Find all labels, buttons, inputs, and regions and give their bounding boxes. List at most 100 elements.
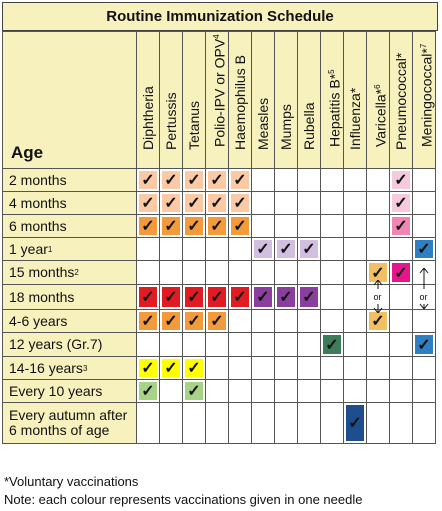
schedule-cell xyxy=(274,356,298,380)
vaccine-label: Varicella*6 xyxy=(372,84,389,148)
vaccination-check: ✓ xyxy=(185,171,203,189)
vaccination-check: ✓ xyxy=(369,263,387,282)
vaccine-label: Measles xyxy=(255,97,271,150)
schedule-cell xyxy=(251,214,275,238)
vaccination-check: ✓ xyxy=(300,240,318,258)
schedule-cell xyxy=(297,379,321,403)
schedule-cell xyxy=(366,168,390,192)
schedule-cell xyxy=(159,237,183,261)
schedule-cell xyxy=(320,168,344,192)
age-row-label: 6 months xyxy=(2,214,137,238)
schedule-cell xyxy=(366,379,390,403)
vaccination-check: ✓ xyxy=(208,194,226,212)
vaccine-header-rubella: Rubella xyxy=(297,31,321,169)
schedule-cell xyxy=(297,214,321,238)
schedule-cell xyxy=(205,379,229,403)
vaccination-check: ✓ xyxy=(162,194,180,212)
schedule-cell xyxy=(320,191,344,215)
schedule-cell xyxy=(228,309,252,333)
schedule-cell xyxy=(159,402,183,444)
vaccine-label: Meningococcal*7 xyxy=(418,44,435,148)
schedule-cell xyxy=(251,168,275,192)
vaccination-check: ✓ xyxy=(162,287,180,307)
schedule-cell xyxy=(251,379,275,403)
schedule-cell xyxy=(412,168,436,192)
schedule-cell xyxy=(343,356,367,380)
schedule-cell xyxy=(412,379,436,403)
vaccination-check: ✓ xyxy=(392,263,410,282)
schedule-cell xyxy=(251,191,275,215)
schedule-cell xyxy=(251,402,275,444)
schedule-cell xyxy=(205,260,229,285)
vaccination-check: ✓ xyxy=(254,240,272,258)
schedule-cell xyxy=(274,402,298,444)
vaccination-check: ✓ xyxy=(139,312,157,330)
schedule-cell xyxy=(320,309,344,333)
vaccine-header-mumps: Mumps xyxy=(274,31,298,169)
age-row-label: 1 year 1 xyxy=(2,237,137,261)
schedule-cell xyxy=(182,237,206,261)
schedule-cell xyxy=(251,332,275,357)
schedule-cell xyxy=(159,379,183,403)
schedule-cell xyxy=(228,402,252,444)
vaccination-check: ✓ xyxy=(277,287,295,307)
vaccine-label: Polio-IPV or OPV4 xyxy=(211,34,228,148)
double-arrow-icon xyxy=(373,280,382,313)
vaccination-check: ✓ xyxy=(208,217,226,235)
schedule-cell xyxy=(320,402,344,444)
schedule-cell xyxy=(343,214,367,238)
vaccination-check: ✓ xyxy=(300,287,318,307)
vaccination-check: ✓ xyxy=(139,287,157,307)
vaccine-header-polio-ipv-or-opv: Polio-IPV or OPV4 xyxy=(205,31,229,169)
vaccination-check: ✓ xyxy=(185,287,203,307)
schedule-cell xyxy=(389,402,413,444)
vaccine-label: Haemophilus B xyxy=(232,55,248,150)
schedule-cell xyxy=(205,402,229,444)
schedule-cell xyxy=(320,356,344,380)
schedule-cell xyxy=(412,309,436,333)
age-row-label: 14-16 years 3 xyxy=(2,356,137,380)
schedule-cell xyxy=(389,309,413,333)
vaccination-check: ✓ xyxy=(139,359,157,377)
schedule-cell xyxy=(412,402,436,444)
schedule-cell xyxy=(205,332,229,357)
vaccination-check: ✓ xyxy=(185,217,203,235)
footnote-voluntary: *Voluntary vaccinations xyxy=(4,474,139,489)
schedule-cell xyxy=(251,260,275,285)
vaccine-header-diphtheria: Diphtheria xyxy=(136,31,160,169)
schedule-cell xyxy=(136,332,160,357)
vaccination-check: ✓ xyxy=(139,194,157,212)
schedule-cell xyxy=(297,168,321,192)
schedule-cell xyxy=(182,402,206,444)
vaccine-label: Pneumococcal* xyxy=(393,52,409,150)
schedule-cell xyxy=(136,260,160,285)
vaccination-check: ✓ xyxy=(162,359,180,377)
schedule-cell xyxy=(297,356,321,380)
schedule-cell xyxy=(205,237,229,261)
vaccination-check: ✓ xyxy=(139,382,157,400)
schedule-cell xyxy=(297,260,321,285)
schedule-cell xyxy=(366,356,390,380)
schedule-cell xyxy=(182,332,206,357)
vaccine-header-tetanus: Tetanus xyxy=(182,31,206,169)
schedule-cell xyxy=(297,332,321,357)
vaccination-check: ✓ xyxy=(415,335,433,354)
schedule-cell xyxy=(274,214,298,238)
schedule-cell xyxy=(274,379,298,403)
vaccination-check: ✓ xyxy=(231,194,249,212)
vaccination-check: ✓ xyxy=(162,171,180,189)
schedule-cell xyxy=(297,309,321,333)
schedule-cell xyxy=(159,332,183,357)
double-arrow-icon xyxy=(419,268,428,309)
schedule-cell xyxy=(412,214,436,238)
vaccine-header-varicella: Varicella*6 xyxy=(366,31,390,169)
schedule-cell xyxy=(366,332,390,357)
schedule-cell xyxy=(343,332,367,357)
schedule-cell xyxy=(320,260,344,285)
table-title: Routine Immunization Schedule xyxy=(2,2,438,31)
vaccine-header-haemophilus-b: Haemophilus B xyxy=(228,31,252,169)
vaccination-check: ✓ xyxy=(185,194,203,212)
age-row-label: Every 10 years xyxy=(2,379,137,403)
schedule-cell xyxy=(320,284,344,310)
schedule-cell xyxy=(228,260,252,285)
